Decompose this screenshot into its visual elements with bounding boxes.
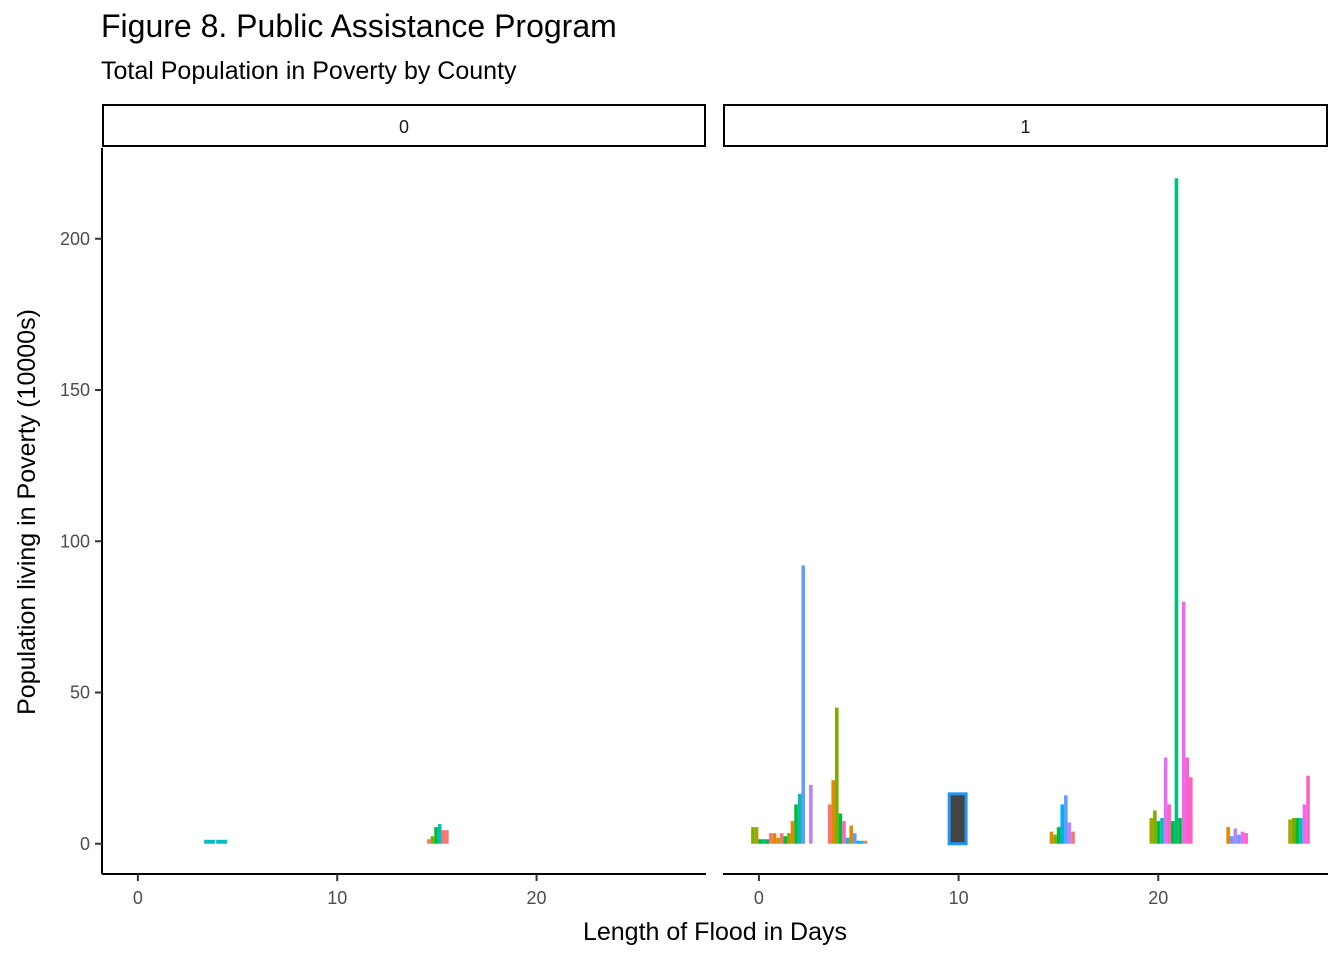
- y-tick-label: 0: [80, 834, 90, 854]
- facet-strip-label: 0: [399, 117, 409, 137]
- bar: [1306, 775, 1310, 844]
- bar: [1295, 818, 1300, 844]
- bar: [754, 827, 759, 844]
- y-tick-label: 100: [60, 531, 90, 551]
- x-tick-label: 0: [133, 888, 143, 908]
- bar: [787, 833, 791, 844]
- bar: [947, 792, 968, 846]
- y-axis-title: Population living in Poverty (10000s): [13, 309, 41, 715]
- x-axis-title: Length of Flood in Days: [583, 918, 847, 946]
- bar: [835, 707, 839, 844]
- bar: [751, 827, 755, 844]
- bar: [1178, 818, 1182, 844]
- facet-strip-0: [102, 104, 706, 147]
- bar: [827, 804, 832, 844]
- x-tick-label: 0: [754, 888, 764, 908]
- bar: [1291, 818, 1296, 844]
- bar: [797, 793, 802, 844]
- bar: [427, 839, 431, 844]
- bar: [790, 821, 795, 844]
- bar: [1067, 822, 1072, 844]
- bar: [1171, 821, 1175, 844]
- bar: [845, 837, 850, 844]
- bar: [1189, 777, 1193, 844]
- bar: [831, 780, 836, 844]
- bar: [1060, 804, 1065, 844]
- bar: [204, 839, 216, 844]
- bar: [863, 840, 868, 844]
- bar: [1233, 828, 1238, 844]
- bar: [1288, 819, 1292, 844]
- bar: [1174, 178, 1179, 844]
- bar: [794, 804, 798, 844]
- bar: [1149, 818, 1154, 844]
- x-tick-label: 10: [327, 888, 347, 908]
- bar: [772, 833, 777, 844]
- bar: [801, 565, 806, 844]
- bar: [758, 839, 762, 844]
- bar: [1185, 757, 1190, 844]
- bar: [1156, 821, 1161, 844]
- bar: [441, 830, 446, 844]
- bar: [1244, 833, 1248, 844]
- bar: [856, 840, 861, 844]
- bar: [1071, 831, 1075, 844]
- y-tick-label: 150: [60, 380, 90, 400]
- bar: [430, 836, 435, 844]
- x-tick-label: 20: [527, 888, 547, 908]
- facet-strip-1: [723, 104, 1328, 147]
- bar: [1237, 834, 1241, 844]
- bar: [1049, 831, 1054, 844]
- bar: [1240, 831, 1245, 844]
- bar: [783, 836, 788, 844]
- bar: [769, 833, 773, 844]
- bar: [765, 839, 770, 844]
- bar: [1181, 601, 1186, 844]
- bar: [1160, 818, 1164, 844]
- bar: [434, 827, 438, 844]
- x-tick-label: 10: [949, 888, 969, 908]
- bar: [860, 840, 864, 844]
- y-tick-label: 50: [70, 683, 90, 703]
- chart-title: Figure 8. Public Assistance Program: [101, 8, 617, 44]
- y-tick-label: 200: [60, 229, 90, 249]
- chart-subtitle: Total Population in Poverty by County: [101, 57, 517, 85]
- bar: [437, 824, 442, 844]
- bar: [445, 830, 449, 844]
- bar: [852, 833, 857, 844]
- bar: [1229, 836, 1234, 844]
- bar: [1302, 804, 1307, 844]
- bar: [1163, 757, 1168, 844]
- bar: [838, 813, 843, 844]
- facet-strip-label: 1: [1020, 117, 1030, 137]
- bar: [842, 821, 846, 844]
- bar: [761, 839, 766, 844]
- bar: [216, 839, 228, 844]
- bar: [1064, 795, 1068, 844]
- bar: [1167, 804, 1172, 844]
- x-tick-label: 20: [1148, 888, 1168, 908]
- bar: [1056, 827, 1061, 844]
- bar: [1053, 834, 1057, 844]
- bar: [1299, 818, 1303, 844]
- bar: [1226, 827, 1230, 844]
- bar: [776, 837, 780, 844]
- bar: [849, 825, 853, 844]
- bar: [809, 784, 813, 844]
- bar: [779, 833, 784, 844]
- bar: [1153, 810, 1157, 844]
